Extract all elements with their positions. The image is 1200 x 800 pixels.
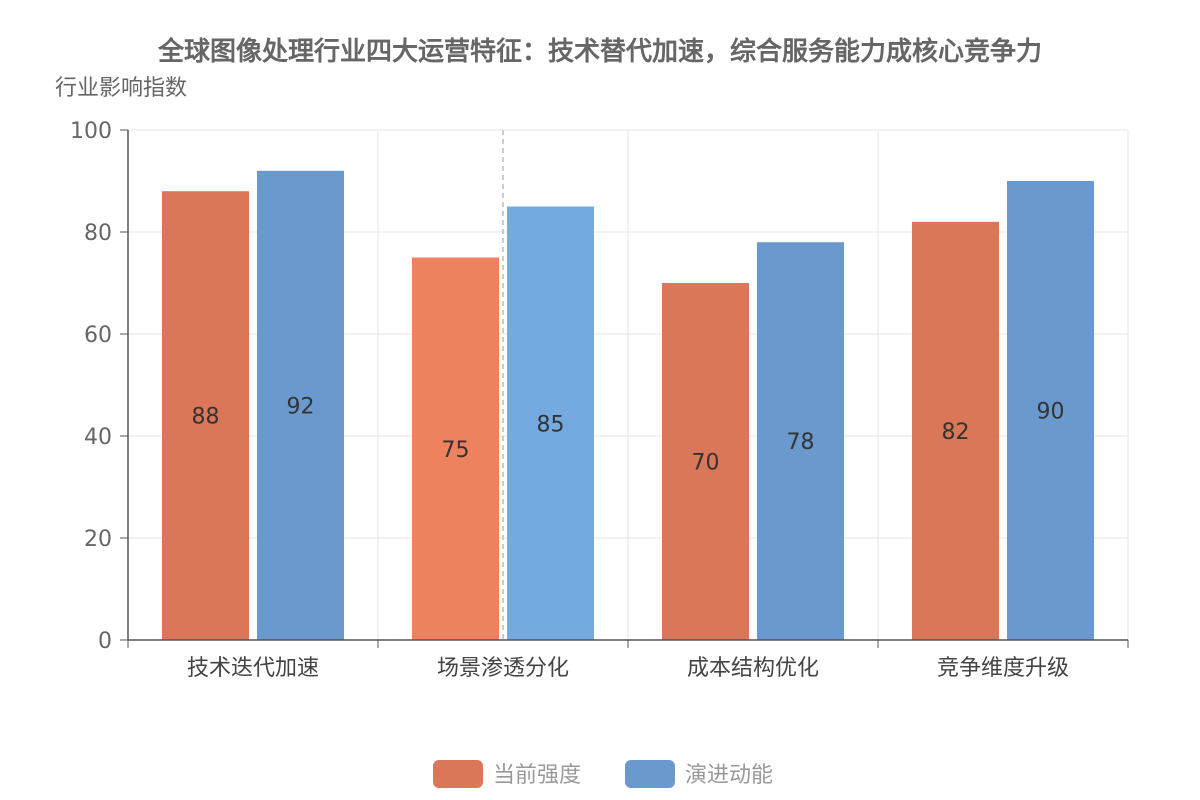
bar-value-label: 85	[537, 412, 565, 437]
bar-value-label: 75	[442, 438, 470, 463]
y-tick-label: 40	[84, 425, 112, 450]
bar-value-label: 90	[1037, 400, 1065, 425]
legend[interactable]: 当前强度 演进动能	[433, 760, 773, 788]
y-tick-label: 20	[84, 527, 112, 552]
legend-label: 当前强度	[493, 763, 581, 788]
bars: 88 92 75 85 70 78 82 90	[162, 170, 1094, 641]
bar-momentum-1[interactable]	[507, 206, 594, 641]
legend-label: 演进动能	[685, 763, 773, 788]
x-category-label: 场景渗透分化	[437, 656, 569, 681]
bar-momentum-3[interactable]	[1007, 181, 1094, 640]
y-tick-label: 100	[70, 119, 112, 144]
bar-value-label: 70	[692, 451, 720, 476]
legend-item-0[interactable]: 当前强度	[433, 760, 581, 788]
bar-value-label: 88	[192, 405, 220, 430]
y-tick-label: 80	[84, 221, 112, 246]
bar-momentum-2[interactable]	[757, 242, 844, 640]
axes: 0 20 40 60 80 100 技术迭代加速 场景渗透分化 成本结构优化 竞争维度升级	[70, 119, 1129, 681]
bar-current-3[interactable]	[912, 221, 999, 641]
bar-current-1[interactable]	[412, 257, 499, 641]
bar-value-label: 92	[287, 394, 315, 419]
legend-swatch	[625, 760, 675, 788]
bar-momentum-0[interactable]	[257, 170, 344, 641]
x-category-label: 竞争维度升级	[937, 656, 1069, 681]
y-tick-label: 60	[84, 323, 112, 348]
legend-item-1[interactable]: 演进动能	[625, 760, 773, 788]
bar-current-2[interactable]	[662, 283, 749, 640]
x-category-label: 成本结构优化	[687, 656, 819, 681]
legend-swatch	[433, 760, 483, 788]
y-axis-label: 行业影响指数	[55, 76, 187, 101]
bar-current-0[interactable]	[162, 191, 249, 640]
chart-title: 全球图像处理行业四大运营特征：技术替代加速，综合服务能力成核心竞争力	[157, 36, 1042, 67]
y-tick-label: 0	[98, 629, 112, 654]
bar-value-label: 78	[787, 430, 815, 455]
x-category-label: 技术迭代加速	[187, 656, 319, 681]
bar-value-label: 82	[942, 420, 970, 445]
